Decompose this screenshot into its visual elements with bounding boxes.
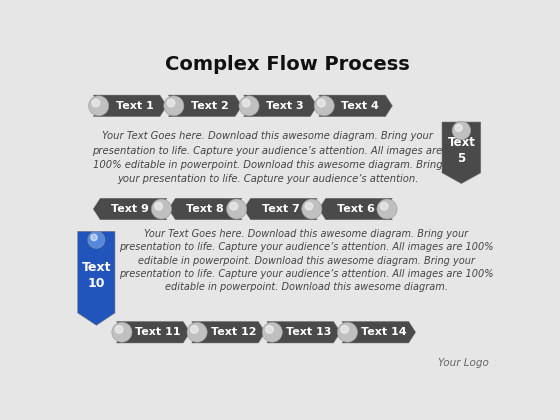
Circle shape xyxy=(164,96,184,116)
Polygon shape xyxy=(94,95,167,117)
Polygon shape xyxy=(244,95,317,117)
Circle shape xyxy=(305,202,313,210)
Circle shape xyxy=(227,199,247,219)
Circle shape xyxy=(88,231,105,248)
Text: Your Text Goes here. Download this awesome diagram. Bring your
presentation to l: Your Text Goes here. Download this aweso… xyxy=(92,131,443,184)
Circle shape xyxy=(91,234,97,241)
Circle shape xyxy=(92,99,100,107)
Polygon shape xyxy=(169,95,242,117)
Circle shape xyxy=(380,202,388,210)
Circle shape xyxy=(112,322,132,342)
Text: Text 2: Text 2 xyxy=(191,101,229,111)
Polygon shape xyxy=(169,198,242,220)
Polygon shape xyxy=(267,321,340,343)
Text: Text 12: Text 12 xyxy=(211,327,256,337)
Text: Text 6: Text 6 xyxy=(337,204,375,214)
Polygon shape xyxy=(442,122,480,184)
Circle shape xyxy=(115,326,123,333)
Polygon shape xyxy=(94,198,167,220)
Circle shape xyxy=(230,202,237,210)
Circle shape xyxy=(190,326,198,333)
Text: Text 3: Text 3 xyxy=(267,101,304,111)
Text: Text 14: Text 14 xyxy=(361,327,407,337)
Circle shape xyxy=(455,124,463,131)
Text: Text 9: Text 9 xyxy=(111,204,149,214)
Text: Text 11: Text 11 xyxy=(136,327,181,337)
Circle shape xyxy=(302,199,322,219)
Polygon shape xyxy=(116,321,190,343)
Text: Text
5: Text 5 xyxy=(447,136,475,165)
Text: Text 13: Text 13 xyxy=(286,327,331,337)
Text: Text 8: Text 8 xyxy=(186,204,224,214)
Circle shape xyxy=(337,322,357,342)
Circle shape xyxy=(314,96,334,116)
Text: Text 7: Text 7 xyxy=(262,204,299,214)
Circle shape xyxy=(167,99,175,107)
Polygon shape xyxy=(319,95,393,117)
Circle shape xyxy=(452,121,470,140)
Circle shape xyxy=(377,199,397,219)
Circle shape xyxy=(242,99,250,107)
Circle shape xyxy=(265,326,273,333)
Circle shape xyxy=(318,99,325,107)
Polygon shape xyxy=(192,321,265,343)
Polygon shape xyxy=(78,231,115,325)
Circle shape xyxy=(262,322,282,342)
Polygon shape xyxy=(319,198,393,220)
Circle shape xyxy=(155,202,162,210)
Circle shape xyxy=(151,199,171,219)
Text: Text
10: Text 10 xyxy=(82,261,111,290)
Polygon shape xyxy=(342,321,416,343)
Circle shape xyxy=(187,322,207,342)
Circle shape xyxy=(88,96,109,116)
Polygon shape xyxy=(244,198,317,220)
Circle shape xyxy=(341,326,348,333)
Text: Your Logo: Your Logo xyxy=(437,358,488,368)
Text: Text 4: Text 4 xyxy=(342,101,379,111)
Circle shape xyxy=(239,96,259,116)
Text: Your Text Goes here. Download this awesome diagram. Bring your
presentation to l: Your Text Goes here. Download this aweso… xyxy=(119,229,493,292)
Text: Text 1: Text 1 xyxy=(116,101,154,111)
Text: Complex Flow Process: Complex Flow Process xyxy=(165,55,409,74)
